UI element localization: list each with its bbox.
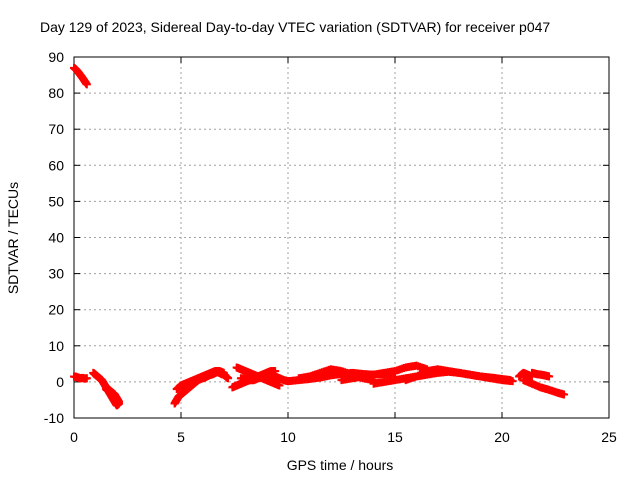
data-points	[70, 63, 569, 410]
y-tick-label: 50	[48, 193, 64, 209]
y-axis-label: SDTVAR / TECUs	[5, 182, 21, 294]
y-tick-label: 40	[48, 230, 64, 246]
y-tick-label: 0	[56, 374, 64, 390]
y-tick-label: 90	[48, 49, 64, 65]
data-point	[508, 377, 517, 386]
data-point	[224, 374, 233, 383]
x-tick-label: 25	[601, 429, 617, 445]
x-tick-label: 20	[494, 429, 510, 445]
series-arc-16	[527, 368, 554, 381]
data-point	[219, 368, 228, 377]
x-axis-label: GPS time / hours	[287, 457, 394, 473]
grid	[74, 57, 609, 418]
series-arc-2	[70, 372, 91, 383]
series-arc-17	[519, 376, 569, 399]
data-point	[82, 80, 91, 89]
x-tick-label: 0	[70, 429, 78, 445]
data-point	[82, 374, 91, 383]
data-point	[545, 372, 554, 381]
data-point	[114, 399, 123, 408]
y-tick-label: -10	[44, 410, 64, 426]
y-tick-label: 60	[48, 157, 64, 173]
y-ticks: -10 0 10 20 30 40 50 60 70 80 90	[44, 49, 609, 426]
series-arc-9	[236, 367, 280, 385]
x-tick-label: 5	[177, 429, 185, 445]
series-arc-14	[401, 365, 517, 386]
y-tick-label: 20	[48, 302, 64, 318]
y-tick-label: 80	[48, 85, 64, 101]
x-tick-label: 10	[280, 429, 296, 445]
data-point	[275, 381, 284, 390]
chart-title: Day 129 of 2023, Sidereal Day-to-day VTE…	[40, 19, 550, 35]
data-point	[271, 367, 280, 376]
data-point	[560, 390, 569, 399]
y-tick-label: 70	[48, 121, 64, 137]
x-tick-label: 15	[387, 429, 403, 445]
series-arc-1	[70, 63, 91, 89]
y-tick-label: 30	[48, 266, 64, 282]
x-ticks: 0 5 10 15 20 25	[70, 57, 617, 445]
series-arc-6	[172, 367, 228, 394]
series-arc-4	[102, 385, 123, 410]
y-tick-label: 10	[48, 338, 64, 354]
